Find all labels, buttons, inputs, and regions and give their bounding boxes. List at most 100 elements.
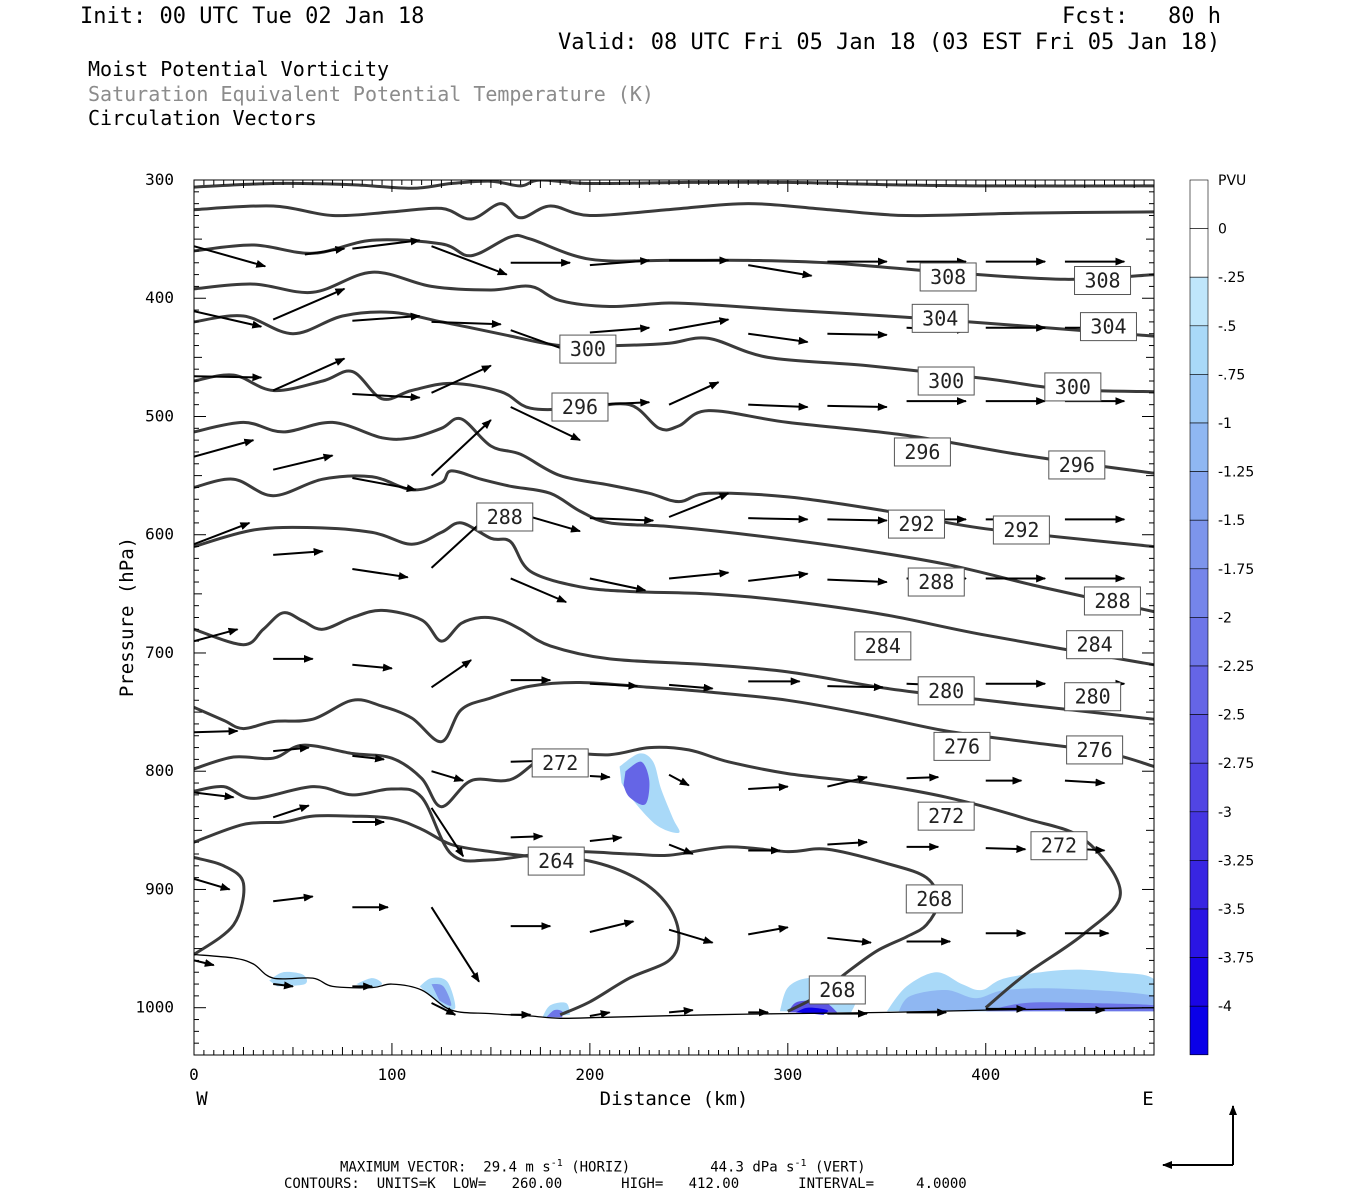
contour-label-text: 272 bbox=[542, 751, 578, 775]
theta-contour-284 bbox=[194, 521, 1154, 667]
contour-label-text: 304 bbox=[1090, 315, 1126, 339]
vector-arrow bbox=[668, 683, 714, 692]
contour-label-box bbox=[905, 884, 963, 914]
vector-arrow bbox=[668, 928, 714, 944]
mpv-shading bbox=[269, 753, 1154, 1018]
y-tick-label: 600 bbox=[145, 525, 174, 544]
colorbar-segment bbox=[1189, 179, 1209, 229]
contour-label-text: 288 bbox=[1094, 589, 1130, 613]
vector-arrow bbox=[827, 775, 868, 788]
contour-label-box bbox=[917, 366, 975, 396]
vector-arrow bbox=[748, 570, 809, 582]
contour-label-box bbox=[854, 631, 912, 661]
vector-arrow bbox=[194, 791, 235, 801]
vector-arrow bbox=[431, 319, 502, 328]
vector-arrow bbox=[352, 754, 386, 763]
max-vector-horiz: MAXIMUM VECTOR: 29.4 m s bbox=[340, 1159, 551, 1176]
contour-label-text: 280 bbox=[1075, 685, 1111, 709]
vector-arrow bbox=[431, 770, 465, 782]
vector-arrow bbox=[748, 783, 789, 792]
vector-arrow bbox=[827, 577, 888, 586]
colorbar-label: -.25 bbox=[1218, 270, 1245, 286]
contour-label: 304 bbox=[911, 303, 969, 333]
y-tick-label: 800 bbox=[145, 761, 174, 780]
vector-arrow bbox=[430, 419, 492, 477]
theta-contour-272 bbox=[194, 743, 1122, 1009]
vector-arrow bbox=[668, 1006, 694, 1015]
colorbar-segment bbox=[1189, 908, 1209, 958]
contour-label-text: 264 bbox=[538, 849, 574, 873]
contour-label-box bbox=[1064, 682, 1122, 712]
vector-arrow bbox=[430, 659, 472, 689]
contour-label-text: 292 bbox=[898, 512, 934, 536]
vector-arrow bbox=[273, 547, 324, 556]
theta-contour-280 bbox=[194, 608, 1154, 721]
vector-arrow bbox=[272, 357, 346, 392]
contour-label-box bbox=[992, 515, 1050, 545]
y-axis-title: Pressure (hPa) bbox=[116, 537, 138, 697]
contour-label-text: 296 bbox=[562, 395, 598, 419]
contour-label-box bbox=[551, 392, 609, 422]
vector-arrow bbox=[273, 893, 314, 903]
colorbar-segment bbox=[1189, 617, 1209, 667]
vector-arrow bbox=[589, 772, 611, 781]
contour-label: 288 bbox=[1083, 586, 1141, 616]
vector-arrow bbox=[589, 516, 655, 525]
vector-arrow bbox=[668, 492, 730, 518]
y-tick-label: 500 bbox=[145, 406, 174, 425]
theta-contour-276 bbox=[194, 680, 1154, 768]
vector-arrow bbox=[194, 727, 239, 736]
max-vector-readout: MAXIMUM VECTOR: 29.4 m s-1 (HORIZ) 44.3 d… bbox=[340, 1158, 866, 1176]
theta-e-contours bbox=[194, 180, 1154, 1017]
contour-label-text: 300 bbox=[1055, 375, 1091, 399]
plot-frame bbox=[193, 179, 1155, 1056]
vector-arrow bbox=[352, 568, 409, 580]
contour-label: 280 bbox=[917, 676, 975, 706]
contour-label-box bbox=[476, 502, 534, 532]
y-tick-label: 900 bbox=[145, 879, 174, 898]
vector-arrow bbox=[273, 744, 310, 753]
contour-label-text: 304 bbox=[922, 306, 958, 330]
colorbar-segment bbox=[1189, 374, 1209, 424]
contour-label-box bbox=[1079, 312, 1137, 342]
vector-arrow bbox=[510, 406, 581, 442]
contour-label: 268 bbox=[808, 975, 866, 1005]
contour-label: 292 bbox=[992, 515, 1050, 545]
contour-label-box bbox=[887, 509, 945, 539]
contour-label-box bbox=[1074, 266, 1132, 296]
contour-label: 292 bbox=[887, 509, 945, 539]
x-tick-label: 100 bbox=[377, 1065, 406, 1084]
contour-label: 308 bbox=[1074, 266, 1132, 296]
vector-arrow bbox=[431, 364, 492, 394]
vector-arrow bbox=[827, 838, 868, 847]
field-2-label: Saturation Equivalent Potential Temperat… bbox=[88, 82, 654, 106]
contour-label-box bbox=[911, 303, 969, 333]
contour-label: 296 bbox=[551, 392, 609, 422]
colorbar-segment bbox=[1189, 568, 1209, 618]
colorbar-segment bbox=[1189, 422, 1209, 472]
contour-label: 296 bbox=[893, 437, 951, 467]
colorbar-segment bbox=[1189, 519, 1209, 570]
vector-arrow bbox=[589, 1010, 611, 1018]
vector-arrow bbox=[272, 287, 346, 321]
contour-label-text: 280 bbox=[928, 679, 964, 703]
vector-arrow bbox=[589, 577, 647, 593]
vector-arrow bbox=[352, 237, 421, 250]
colorbar-segment bbox=[1189, 325, 1209, 375]
colorbar-label: -3.25 bbox=[1218, 853, 1254, 869]
colorbar-segment bbox=[1189, 860, 1209, 910]
colorbar-label: -3.75 bbox=[1218, 951, 1254, 967]
theta-contour-260 bbox=[194, 856, 246, 956]
vector-arrow bbox=[510, 577, 568, 604]
theta-contour-304 bbox=[194, 270, 1154, 338]
colorbar-segment bbox=[1189, 665, 1209, 715]
colorbar-label: -1.5 bbox=[1218, 513, 1245, 529]
vector-arrow bbox=[352, 476, 417, 493]
vector-arrow bbox=[668, 381, 720, 406]
contour-label-text: 284 bbox=[865, 634, 901, 658]
contour-label-text: 284 bbox=[1077, 633, 1113, 657]
colorbar-label: 0 bbox=[1218, 222, 1227, 238]
contour-label-box bbox=[808, 975, 866, 1005]
contour-label-box bbox=[1066, 735, 1124, 765]
contour-label-text: 308 bbox=[1084, 269, 1120, 293]
